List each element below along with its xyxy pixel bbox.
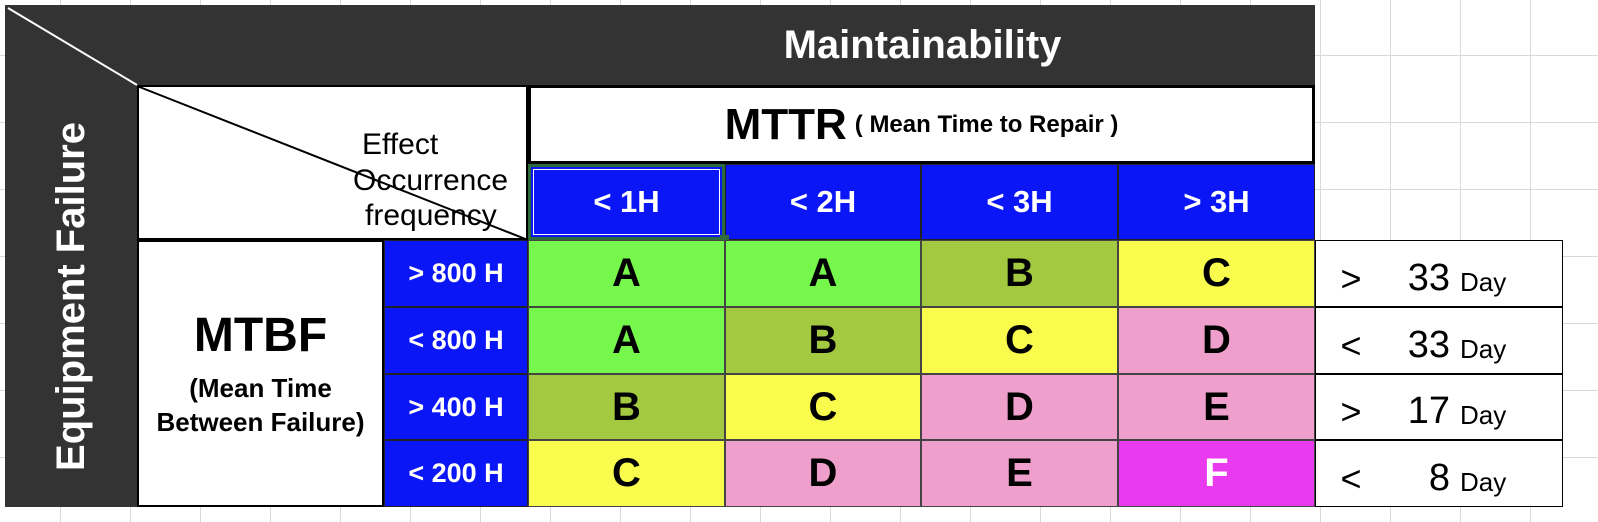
mttr-column-over-3h[interactable]: > 3H <box>1118 164 1315 240</box>
threshold-operator: > <box>1340 391 1362 432</box>
mttr-header: MTTR ( Mean Time to Repair ) <box>528 85 1315 164</box>
mtbf-subtitle-2: Between Failure) <box>156 407 365 437</box>
grade-cell[interactable]: A <box>725 240 921 307</box>
threshold-operator: > <box>1340 258 1362 299</box>
threshold-unit: Day <box>1460 334 1507 364</box>
mtbf-row-over-800h[interactable]: > 800 H <box>384 240 528 307</box>
grade-cell[interactable]: E <box>921 440 1118 507</box>
threshold-unit: Day <box>1460 400 1507 430</box>
occurrence-label: Occurrence <box>353 164 509 197</box>
threshold-row[interactable]: > 33 Day <box>1315 240 1563 307</box>
mtbf-row-under-800h[interactable]: < 800 H <box>384 307 528 374</box>
grade-cell[interactable]: C <box>528 440 725 507</box>
threshold-row[interactable]: < 33 Day <box>1315 307 1563 374</box>
grade-cell[interactable]: B <box>725 307 921 374</box>
mtbf-block: MTBF (Mean Time Between Failure) <box>137 240 384 507</box>
effect-occurrence-corner: Effect Occurrence frequency <box>137 85 528 240</box>
grade-cell[interactable]: C <box>725 374 921 440</box>
grade-cell[interactable]: B <box>528 374 725 440</box>
grade-cell[interactable]: E <box>1118 374 1315 440</box>
frequency-label: frequency <box>365 199 497 232</box>
grade-cell[interactable]: A <box>528 240 725 307</box>
mtbf-subtitle-1: (Mean Time <box>189 373 332 403</box>
grade-cell[interactable]: D <box>921 374 1118 440</box>
mtbf-row-over-400h[interactable]: > 400 H <box>384 374 528 440</box>
grade-cell[interactable]: A <box>528 307 725 374</box>
grade-cell[interactable]: D <box>1118 307 1315 374</box>
threshold-number: 33 <box>1407 324 1450 366</box>
mttr-column-1h[interactable]: < 1H <box>528 164 725 240</box>
mttr-label: MTTR <box>724 99 847 149</box>
equipment-failure-label-wrap: Equipment Failure <box>5 85 137 507</box>
threshold-number: 17 <box>1407 390 1450 432</box>
threshold-operator: < <box>1340 458 1362 499</box>
threshold-unit: Day <box>1460 267 1507 297</box>
header-band <box>5 5 1315 85</box>
threshold-number: 33 <box>1407 257 1450 299</box>
grade-cell[interactable]: F <box>1118 440 1315 507</box>
mtbf-row-under-200h[interactable]: < 200 H <box>384 440 528 507</box>
mtbf-label: MTBF <box>193 309 328 362</box>
mttr-column-3h[interactable]: < 3H <box>921 164 1118 240</box>
maintainability-title: Maintainability <box>783 22 1062 67</box>
threshold-operator: < <box>1340 325 1362 366</box>
effect-label: Effect <box>362 128 439 161</box>
grade-cell[interactable]: D <box>725 440 921 507</box>
selection-fill-handle[interactable] <box>720 235 729 244</box>
grade-cell[interactable]: C <box>921 307 1118 374</box>
threshold-row[interactable]: < 8 Day <box>1315 440 1563 507</box>
equipment-failure-label: Equipment Failure <box>48 121 93 471</box>
grade-cell[interactable]: B <box>921 240 1118 307</box>
grade-cell[interactable]: C <box>1118 240 1315 307</box>
threshold-unit: Day <box>1460 467 1507 497</box>
mttr-subtitle: ( Mean Time to Repair ) <box>854 110 1119 138</box>
threshold-number: 8 <box>1428 457 1450 499</box>
threshold-row[interactable]: > 17 Day <box>1315 374 1563 440</box>
side-band <box>5 85 137 507</box>
mttr-column-2h[interactable]: < 2H <box>725 164 921 240</box>
